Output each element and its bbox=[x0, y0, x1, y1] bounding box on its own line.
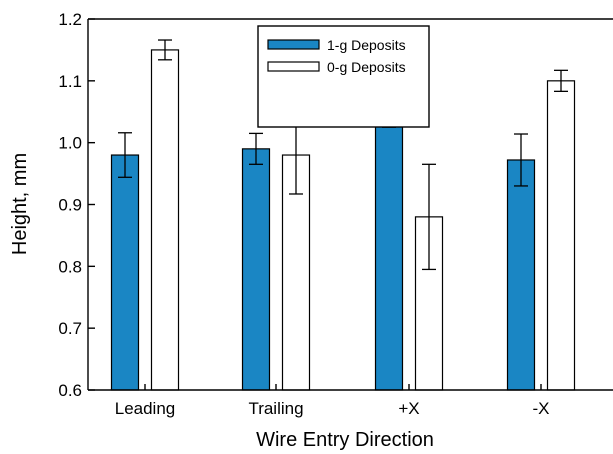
axes bbox=[87, 18, 613, 391]
bar-0g bbox=[150, 49, 180, 391]
bar-0g bbox=[546, 80, 576, 391]
y-tick-label: 1.1 bbox=[58, 72, 82, 91]
bar-1g bbox=[110, 154, 140, 391]
x-tick-label: -X bbox=[533, 399, 550, 418]
y-tick-label: 0.6 bbox=[58, 381, 82, 400]
x-tick-label: +X bbox=[398, 399, 419, 418]
bar-1g bbox=[506, 159, 536, 391]
bar-1g bbox=[374, 121, 404, 391]
y-tick-label: 0.9 bbox=[58, 196, 82, 215]
y-axis-title: Height, mm bbox=[9, 153, 31, 255]
legend: 1-g Deposits 0-g Deposits bbox=[257, 25, 430, 128]
y-tick-label: 1.2 bbox=[58, 10, 82, 29]
legend-label-1g: 1-g Deposits bbox=[327, 37, 406, 53]
bar-1g bbox=[241, 148, 271, 391]
legend-label-0g: 0-g Deposits bbox=[327, 59, 406, 75]
y-tick-label: 0.7 bbox=[58, 319, 82, 338]
x-axis-title: Wire Entry Direction bbox=[256, 429, 434, 451]
legend-swatch-0g bbox=[267, 61, 320, 72]
y-tick-label: 1.0 bbox=[58, 134, 82, 153]
legend-swatch-1g bbox=[267, 39, 320, 50]
x-tick-label: Leading bbox=[115, 399, 176, 418]
y-axis-ticks: 0.6 0.7 0.8 0.9 1.0 1.1 1.2 Leading Trailing +X -X bbox=[58, 10, 549, 418]
x-tick-label: Trailing bbox=[248, 399, 303, 418]
y-tick-label: 0.8 bbox=[58, 257, 82, 276]
